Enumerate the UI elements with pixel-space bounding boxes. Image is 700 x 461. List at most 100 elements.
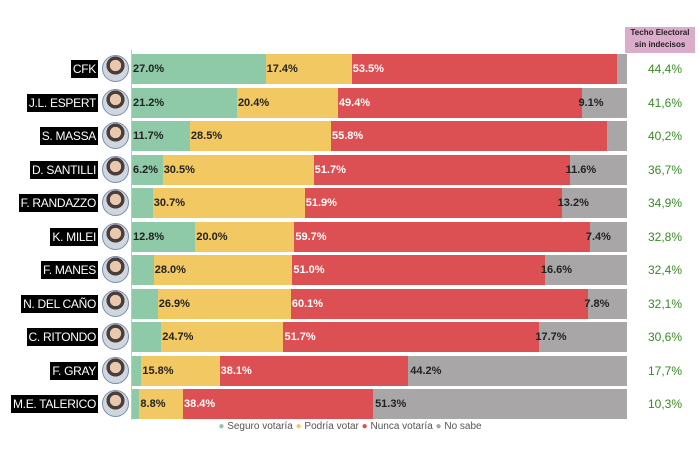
value-label: 51.9%: [305, 197, 337, 209]
value-label: 6.2%: [133, 163, 159, 176]
candidate-label: M.E. TALERICO: [10, 395, 98, 413]
value-label: 38.4%: [183, 398, 216, 410]
ceiling-header-line2: sin indecisos: [634, 40, 686, 49]
bar-segment: [313, 154, 570, 185]
bar-segment: [265, 54, 352, 84]
candidate-avatar: [102, 289, 129, 317]
candidate-label: D. SANTILLI: [29, 160, 98, 179]
candidate-avatar: [102, 390, 129, 417]
bar-segment: [330, 121, 608, 151]
bar-segment: [141, 355, 220, 386]
bar-segment: [582, 87, 628, 118]
value-label: 38.1%: [220, 364, 252, 377]
value-label: 7.8%: [584, 297, 610, 310]
value-label: 30.5%: [163, 163, 195, 176]
bar-segment: [569, 154, 627, 185]
ceiling-value: 32,4%: [647, 263, 683, 277]
legend-label: Seguro votaría: [227, 421, 296, 432]
bar-segment: [132, 322, 162, 352]
value-label: 24.7%: [162, 331, 194, 343]
value-label: 44.2%: [410, 364, 442, 377]
value-label: 49.4%: [338, 96, 371, 109]
legend-label: Podría votar: [304, 421, 362, 432]
bar-segment: [337, 87, 583, 118]
ceiling-value: 10,3%: [647, 397, 683, 411]
candidate-avatar: [102, 155, 129, 183]
bar-segment: [132, 355, 142, 386]
legend-label: No sabe: [444, 421, 482, 432]
bar-segment: [304, 188, 562, 218]
bar-segment: [162, 154, 314, 185]
value-label: 27.0%: [133, 63, 165, 75]
bar-segment: [132, 221, 196, 252]
bar-segment: [294, 221, 590, 252]
bar-segment: [189, 121, 331, 151]
candidate-label: S. MASSA: [39, 127, 98, 145]
bar-segment: [589, 221, 627, 252]
value-label: 8.8%: [140, 398, 166, 410]
ceiling-value: 44,4%: [647, 62, 683, 76]
ceiling-value: 40,2%: [647, 129, 683, 143]
value-label: 20.4%: [237, 96, 270, 109]
legend-marker: ●: [218, 421, 228, 432]
candidate-label: F. MANES: [41, 261, 98, 279]
ceiling-value: 32,1%: [647, 296, 683, 311]
value-label: 60.1%: [291, 297, 324, 310]
value-label: 21.2%: [133, 96, 165, 109]
bar-segment: [544, 255, 627, 285]
bar-segment: [408, 355, 627, 386]
candidate-avatar: [102, 356, 129, 384]
bar-segment: [236, 87, 338, 118]
candidate-avatar: [102, 88, 129, 116]
candidate-label: J.L. ESPERT: [26, 93, 98, 112]
bar-segment: [219, 355, 409, 386]
bar-segment: [132, 288, 158, 319]
legend-marker: ●: [361, 421, 371, 432]
bar-segment: [161, 322, 284, 352]
value-label: 28.5%: [190, 130, 223, 142]
value-label: 16.6%: [540, 264, 573, 276]
value-label: 26.9%: [158, 297, 190, 310]
bar-segment: [157, 288, 291, 319]
value-label: 11.7%: [133, 130, 164, 142]
bar-segment: [182, 389, 374, 419]
ceiling-value: 17,7%: [647, 363, 683, 378]
bar-segment: [132, 87, 237, 118]
value-label: 51.7%: [284, 331, 316, 343]
bar-segment: [139, 389, 183, 419]
bar-segment: [290, 288, 589, 319]
value-label: 51.3%: [375, 398, 407, 410]
bar-segment: [373, 389, 627, 419]
candidate-label: K. MILEI: [50, 227, 98, 246]
bar-segment: [132, 54, 266, 84]
legend-marker: ●: [435, 421, 445, 432]
value-label: 9.1%: [578, 96, 604, 109]
bar-segment: [132, 255, 154, 285]
bar-segment: [616, 54, 627, 84]
candidate-avatar: [102, 256, 129, 283]
bar-segment: [132, 121, 190, 151]
candidate-avatar: [102, 189, 129, 216]
value-label: 51.7%: [314, 163, 346, 176]
ceiling-header-line1: Techo Electoral: [630, 28, 690, 37]
value-label: 59.7%: [295, 230, 327, 243]
bar-segment: [283, 322, 540, 352]
legend: ● Seguro votaría ● Podría votar ● Nunca …: [0, 421, 700, 432]
value-label: 20.0%: [196, 230, 228, 243]
value-label: 15.8%: [142, 364, 174, 377]
bar-segment: [561, 188, 627, 218]
bar-segment: [607, 121, 627, 151]
value-label: 11.6%: [565, 163, 597, 176]
candidate-label: CFK: [70, 60, 98, 78]
candidate-avatar: [102, 55, 129, 82]
candidate-avatar: [102, 323, 129, 350]
value-label: 51.0%: [293, 264, 325, 276]
candidate-label: C. RITONDO: [26, 328, 98, 346]
bar-segment: [539, 322, 627, 352]
candidate-label: F. RANDAZZO: [18, 194, 98, 212]
bar-segment: [588, 288, 627, 319]
bar-segment: [132, 188, 153, 218]
ceiling-value: 32,8%: [647, 229, 683, 244]
candidate-label: F. GRAY: [50, 361, 98, 380]
